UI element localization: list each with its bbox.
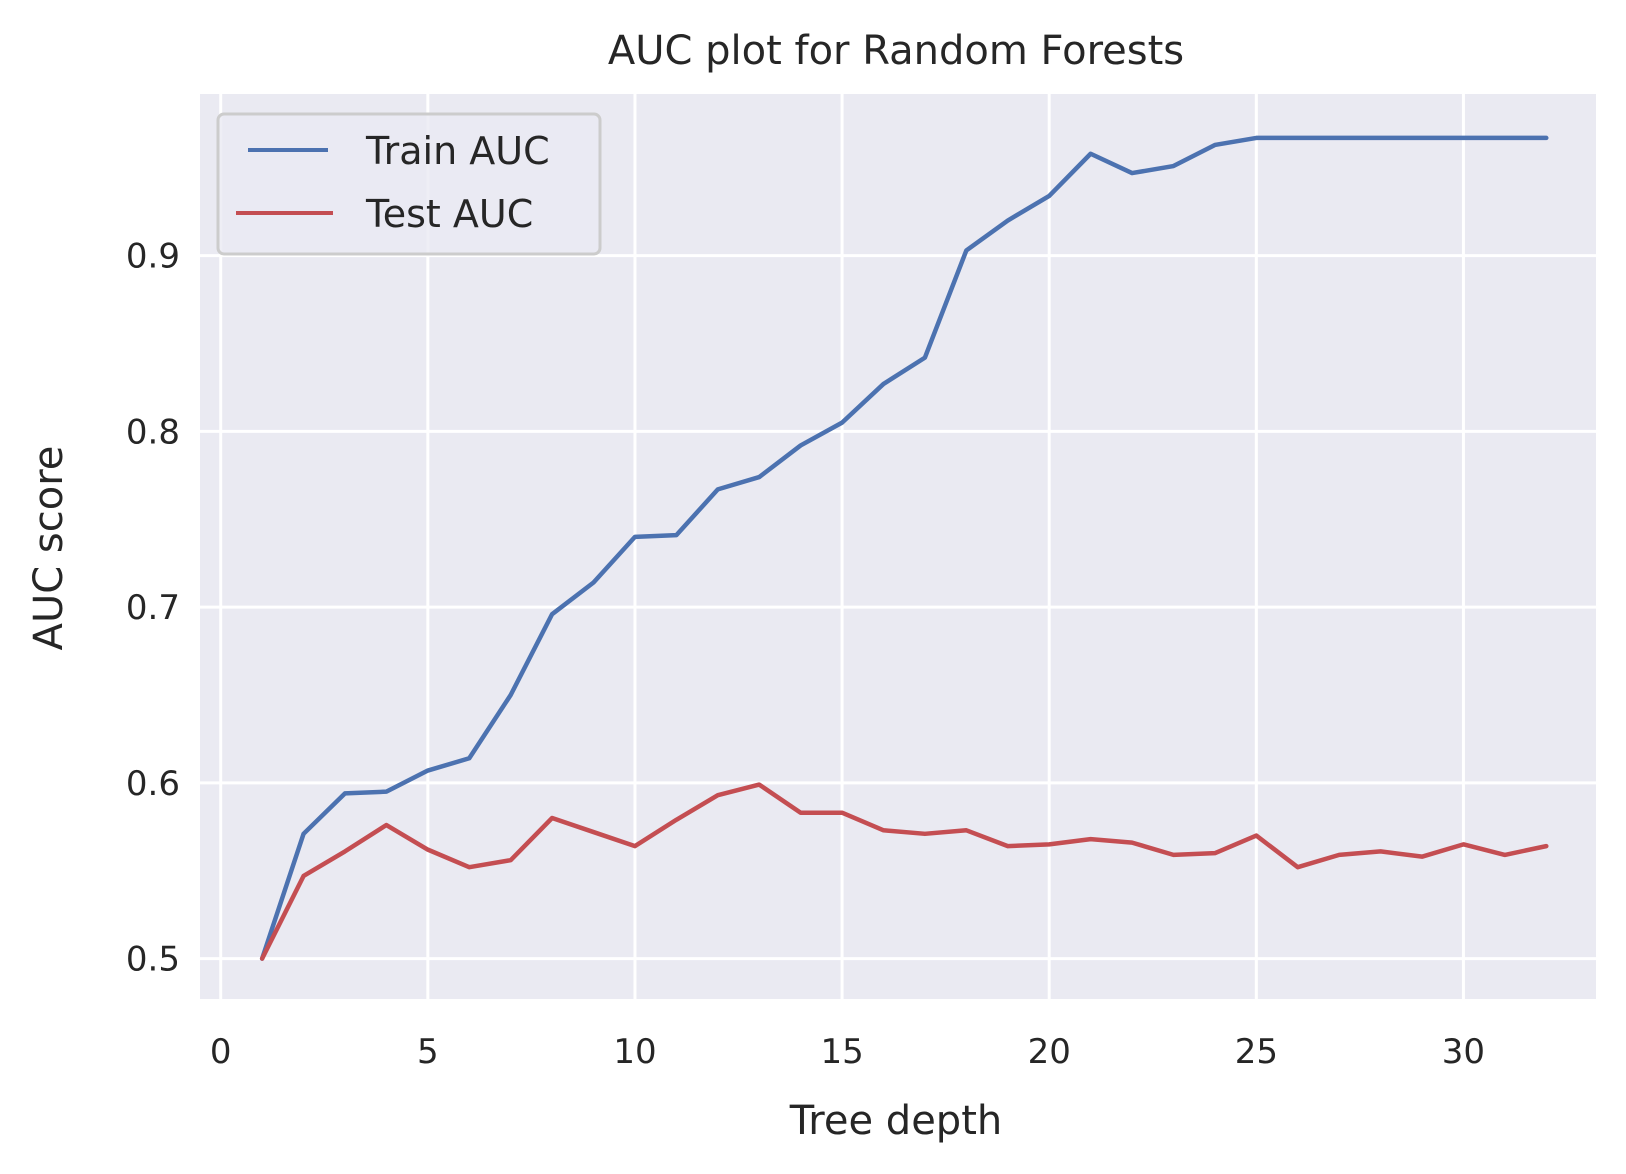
y-axis-ticks: 0.5 0.6 0.7 0.8 0.9	[126, 237, 180, 980]
chart-title: AUC plot for Random Forests	[608, 28, 1184, 74]
x-axis-ticks: 0 5 10 15 20 25 30	[210, 1032, 1485, 1072]
x-tick-label: 0	[210, 1032, 232, 1072]
legend: Train AUC Test AUC	[216, 112, 602, 256]
legend-label-test-auc: Test AUC	[365, 192, 533, 236]
x-tick-label: 10	[613, 1032, 656, 1072]
y-tick-label: 0.5	[126, 940, 180, 980]
y-tick-label: 0.7	[126, 588, 180, 628]
y-tick-label: 0.6	[126, 764, 180, 804]
y-axis-title: AUC score	[26, 446, 72, 651]
x-tick-label: 5	[417, 1032, 439, 1072]
x-axis-title: Tree depth	[789, 1098, 1002, 1144]
y-tick-label: 0.8	[126, 412, 180, 452]
series-line-train-auc	[259, 135, 1549, 961]
x-tick-label: 15	[820, 1032, 863, 1072]
legend-label-train-auc: Train AUC	[365, 129, 550, 173]
series-line-test-auc	[259, 782, 1549, 961]
x-tick-label: 25	[1235, 1032, 1278, 1072]
series-lines	[259, 135, 1549, 961]
y-tick-label: 0.9	[126, 237, 180, 277]
x-tick-label: 20	[1028, 1032, 1071, 1072]
x-tick-label: 30	[1442, 1032, 1485, 1072]
gridlines	[200, 94, 1596, 999]
